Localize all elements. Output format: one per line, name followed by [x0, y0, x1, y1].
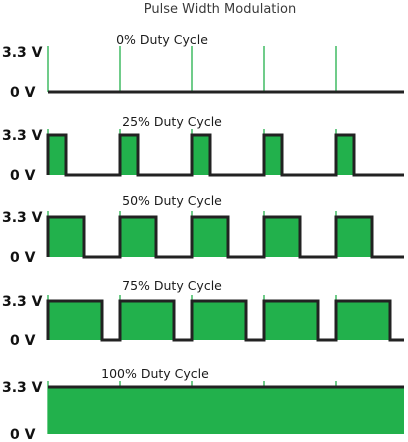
pwm-panel-0: 3.3 V 0 V 0% Duty Cycle	[2, 32, 404, 101]
pulse-fill	[192, 217, 228, 257]
voltage-high-label: 3.3 V	[2, 380, 43, 396]
pwm-panel-75: 3.3 V 0 V 75% Duty Cycle	[2, 278, 404, 349]
duty-cycle-label: 50% Duty Cycle	[122, 193, 222, 208]
pulse-fill	[264, 301, 318, 340]
pulse-fill	[192, 135, 210, 175]
voltage-high-label: 3.3 V	[2, 128, 43, 144]
voltage-low-label: 0 V	[10, 427, 36, 442]
pulse-fill	[264, 135, 282, 175]
voltage-low-label: 0 V	[10, 250, 36, 266]
pulse-fill	[336, 301, 390, 340]
panels-group: 3.3 V 0 V 0% Duty Cycle 3.3 V 0 V 25% Duty Cy…	[2, 32, 404, 442]
pwm-waveform	[46, 215, 404, 259]
duty-cycle-label: 25% Duty Cycle	[122, 114, 222, 129]
voltage-high-label: 3.3 V	[2, 294, 43, 310]
pulse-fill	[120, 135, 138, 175]
pwm-panel-50: 3.3 V 0 V 50% Duty Cycle	[2, 193, 404, 266]
pulse-fill	[336, 135, 354, 175]
pwm-panel-100: 3.3 V 0 V 100% Duty Cycle	[2, 366, 404, 442]
pulse-fill	[264, 217, 300, 257]
pulse-fill	[336, 217, 372, 257]
pulse-fill	[48, 135, 66, 175]
pwm-panel-25: 3.3 V 0 V 25% Duty Cycle	[2, 114, 404, 184]
diagram-title: Pulse Width Modulation	[144, 2, 296, 17]
pulse-fill	[120, 301, 174, 340]
duty-cycle-label: 100% Duty Cycle	[101, 366, 209, 381]
voltage-low-label: 0 V	[10, 333, 36, 349]
pulse-fill	[48, 301, 102, 340]
voltage-low-label: 0 V	[10, 168, 36, 184]
voltage-high-label: 3.3 V	[2, 210, 43, 226]
pwm-waveform	[46, 133, 404, 177]
pulse-fill	[48, 217, 84, 257]
pulse-fill	[192, 301, 246, 340]
voltage-high-label: 3.3 V	[2, 45, 43, 61]
pulse-fill	[48, 387, 404, 434]
duty-cycle-label: 75% Duty Cycle	[122, 278, 222, 293]
pulse-fill	[120, 217, 156, 257]
duty-cycle-label: 0% Duty Cycle	[116, 32, 208, 47]
pwm-waveform	[46, 299, 404, 342]
voltage-low-label: 0 V	[10, 85, 36, 101]
